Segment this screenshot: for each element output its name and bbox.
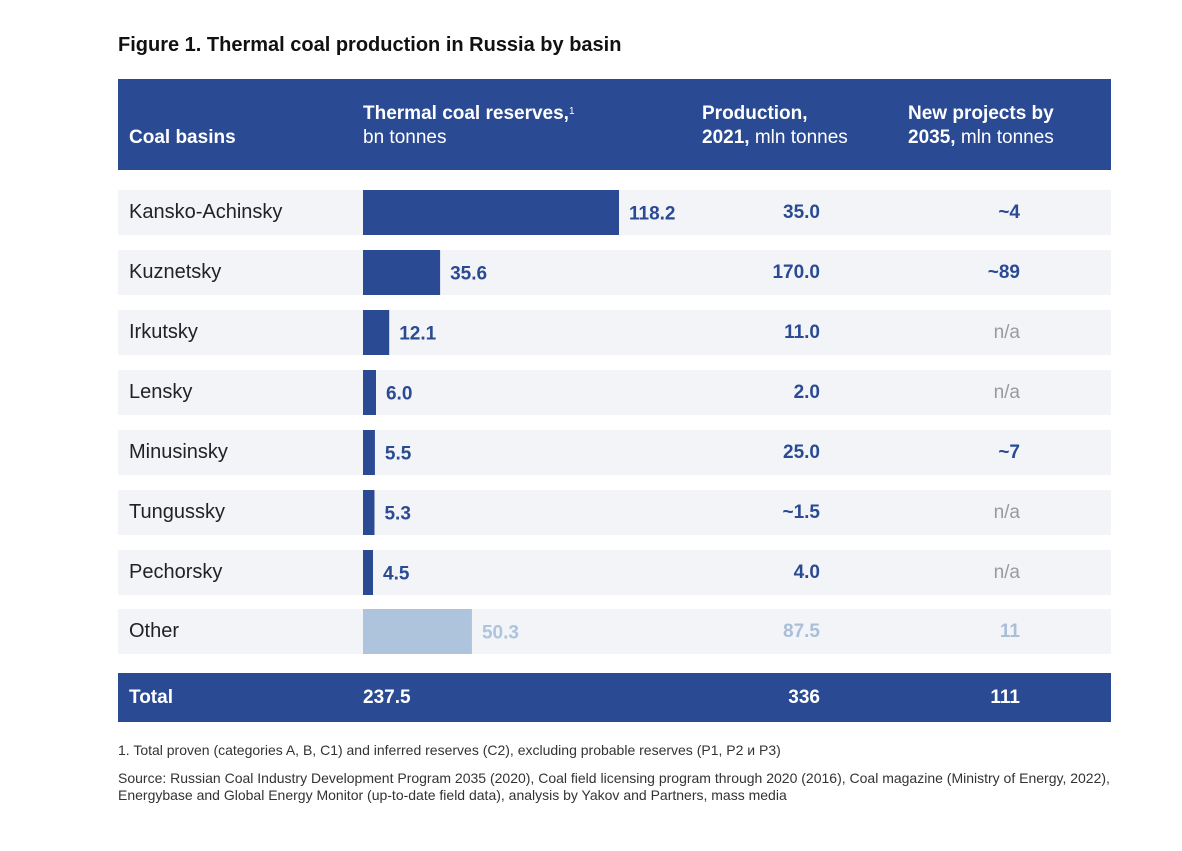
new-projects-value: 11 (999, 621, 1020, 642)
basin-name: Pechorsky (129, 561, 223, 583)
basin-name: Minusinsky (129, 441, 228, 463)
table-row: Other 87.5 11 (118, 609, 1111, 654)
basin-name: Lensky (129, 381, 193, 403)
table-header: Coal basins Thermal coal reserves,1 bn t… (118, 79, 1111, 170)
reserve-bar-tungussky (363, 490, 375, 535)
figure-title: Figure 1. Thermal coal production in Rus… (118, 34, 622, 56)
new-projects-value: n/a (993, 322, 1020, 343)
reserve-bar-irkutsky (363, 310, 390, 355)
reserve-bar-other (363, 609, 472, 654)
basin-name: Other (129, 620, 180, 642)
header-reserves: Thermal coal reserves,1 bn tonnes (363, 103, 575, 148)
header-coal-basins: Coal basins (129, 127, 236, 148)
header-production: Production, 2021, mln tonnes (702, 103, 848, 148)
reserve-value-label: 50.3 (482, 623, 519, 644)
production-value: 4.0 (793, 562, 820, 583)
reserve-bar-pechorsky (363, 550, 373, 595)
table-row: Lensky 2.0 n/a (118, 370, 1111, 415)
reserve-value-label: 35.6 (450, 264, 487, 285)
new-projects-value: n/a (993, 382, 1020, 403)
total-row: Total 237.5 336 111 (118, 673, 1111, 722)
total-label: Total (129, 687, 173, 708)
table-row: Pechorsky 4.0 n/a (118, 550, 1111, 595)
new-projects-value: n/a (993, 502, 1020, 523)
production-value: 170.0 (772, 262, 820, 283)
reserve-value-label: 5.3 (384, 504, 410, 525)
reserve-value-label: 6.0 (386, 384, 412, 405)
reserve-bar-kuznetsky (363, 250, 441, 295)
production-value: 11.0 (784, 322, 820, 343)
header-new-projects: New projects by 2035, mln tonnes (908, 103, 1054, 148)
total-new-projects: 111 (990, 687, 1020, 708)
table-row: Kuznetsky 170.0 ~89 (118, 250, 1111, 295)
reserve-value-label: 5.5 (385, 444, 412, 465)
reserve-bar-kansko-achinsky (363, 190, 619, 235)
reserve-bar-lensky (363, 370, 376, 415)
production-value: 25.0 (783, 442, 820, 463)
new-projects-value: ~4 (998, 202, 1020, 223)
table-row: Tungussky ~1.5 n/a (118, 490, 1111, 535)
production-value: 87.5 (783, 621, 820, 642)
basin-name: Kansko-Achinsky (129, 201, 283, 223)
production-value: 2.0 (793, 382, 820, 403)
basin-name: Irkutsky (129, 321, 198, 343)
source-note: Source: Russian Coal Industry Developmen… (118, 770, 1110, 803)
reserve-bar-minusinsky (363, 430, 375, 475)
table-row: Minusinsky 25.0 ~7 (118, 430, 1111, 475)
reserve-value-label: 4.5 (383, 564, 410, 585)
total-reserves: 237.5 (363, 687, 411, 708)
reserve-value-label: 118.2 (629, 204, 676, 225)
production-value: ~1.5 (782, 502, 820, 523)
basin-name: Kuznetsky (129, 261, 222, 283)
basin-name: Tungussky (129, 501, 225, 523)
footnote: 1. Total proven (categories A, B, C1) an… (118, 742, 781, 758)
production-value: 35.0 (783, 202, 820, 223)
new-projects-value: n/a (993, 562, 1020, 583)
new-projects-value: ~7 (998, 442, 1020, 463)
table-row: Irkutsky 11.0 n/a (118, 310, 1111, 355)
new-projects-value: ~89 (987, 262, 1020, 283)
reserve-value-label: 12.1 (399, 324, 436, 345)
total-production: 336 (788, 687, 820, 708)
